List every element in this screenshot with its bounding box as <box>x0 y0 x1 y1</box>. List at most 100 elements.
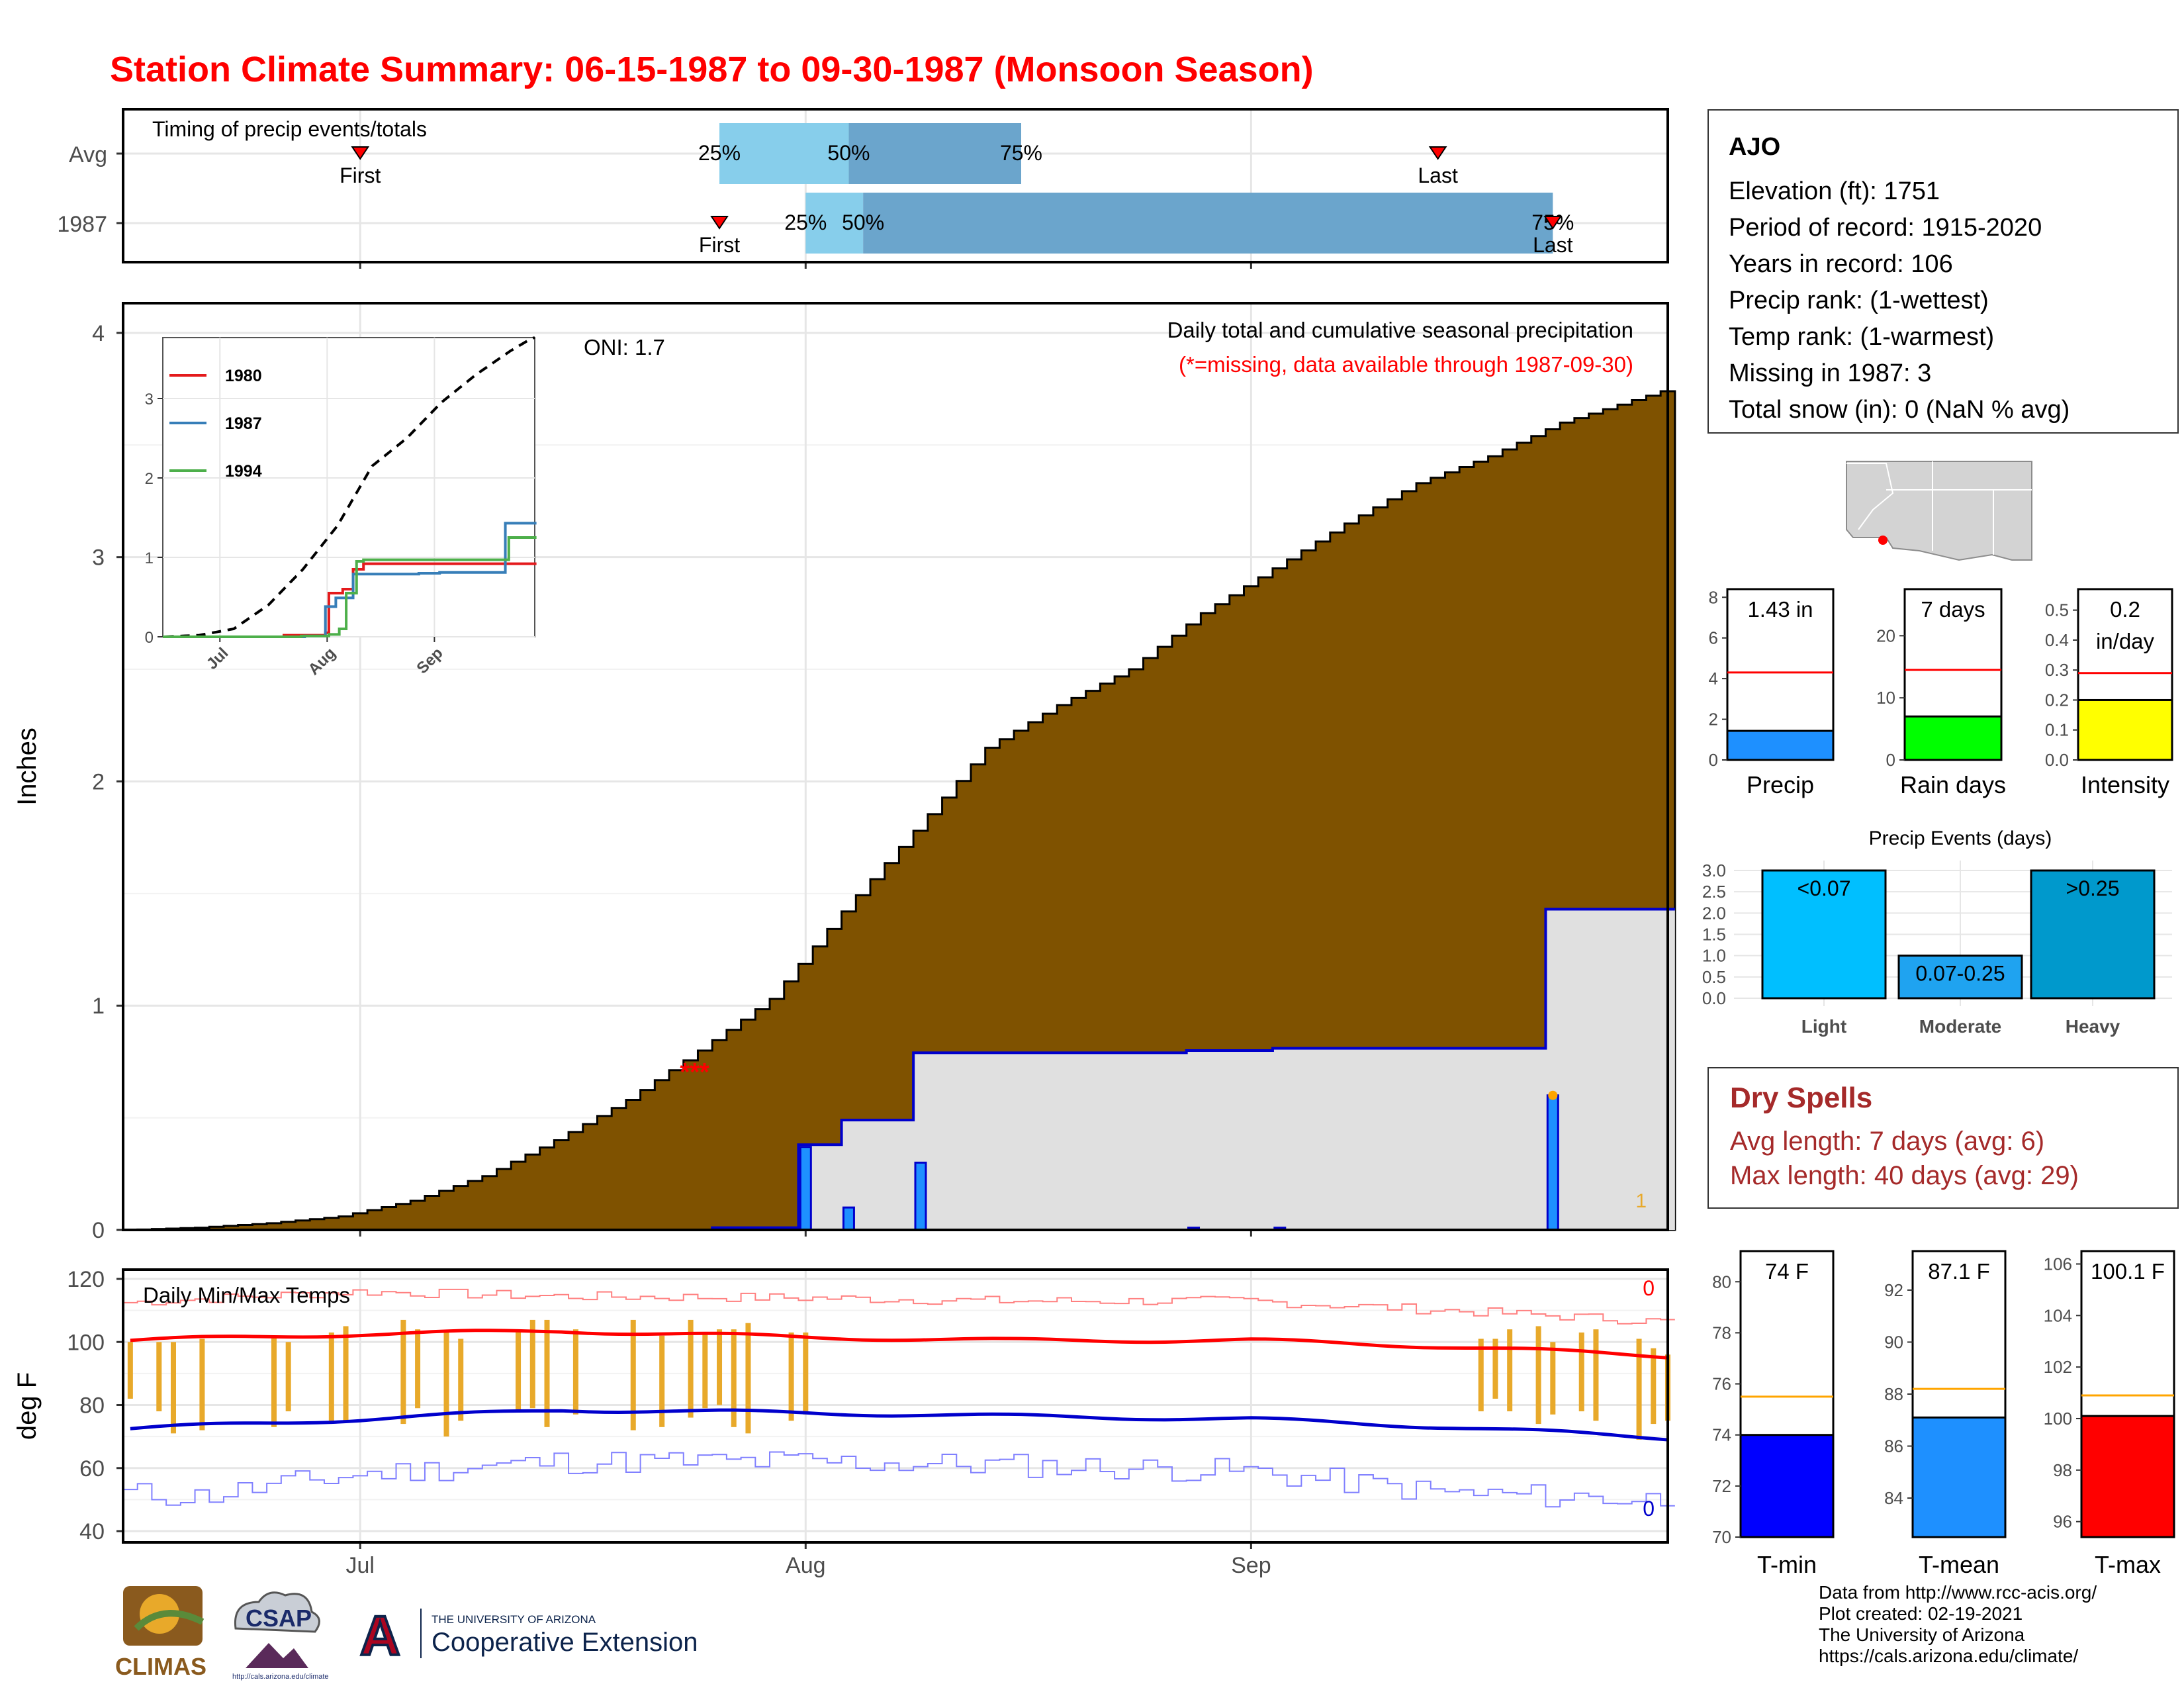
inset-y-tick-label: 1 <box>145 549 154 567</box>
csap-logo-text: CSAP <box>246 1605 312 1632</box>
temp-gauge-T-max: 96 98 100 102 104 106 100.1 F T-max <box>2044 1250 2175 1578</box>
timing-label-25: 25% <box>698 141 741 165</box>
station-missing: Missing in 1987: 3 <box>1729 359 1932 387</box>
gauge-tick-label: 0.0 <box>2045 750 2069 770</box>
daily-temp-range-bar <box>271 1335 277 1427</box>
precip-y-tick-label: 3 <box>92 545 105 571</box>
gauge-tick-label: 20 <box>1876 626 1895 645</box>
gauge-tick-label: 0.3 <box>2045 660 2069 680</box>
daily-temp-range-bar <box>717 1329 723 1405</box>
events-title: Precip Events (days) <box>1869 827 2052 849</box>
events-tick-label: 0.0 <box>1702 988 1726 1008</box>
timing-frame <box>122 108 1669 263</box>
daily-temp-range-bar <box>529 1319 535 1409</box>
gauge-label: T-min <box>1757 1551 1817 1578</box>
temp-y-tick-label: 40 <box>79 1519 105 1544</box>
gauge-tick-label: 78 <box>1712 1323 1731 1342</box>
gauge-value-bar <box>1726 729 1835 761</box>
dry-spells-box: Dry Spells Avg length: 7 days (avg: 6) M… <box>1707 1067 2179 1209</box>
gauge-value-bar <box>1911 1416 2007 1538</box>
gauge-value-bar <box>2080 1415 2175 1538</box>
events-bar <box>1761 869 1887 1000</box>
daily-precip-bar <box>799 1146 812 1231</box>
inset-legend-label: 1980 <box>225 367 262 385</box>
inset-y-tick-label: 2 <box>145 470 154 488</box>
gauge-label: Intensity <box>2081 771 2169 798</box>
credit-plot-date: Plot created: 02-19-2021 <box>1819 1603 2023 1624</box>
station-name: AJO <box>1729 133 1781 161</box>
gauge-label: Precip <box>1747 771 1814 798</box>
gauge-tick-label: 8 <box>1709 587 1718 607</box>
events-bar-label: 0.07-0.25 <box>1915 962 2005 986</box>
daily-temp-range-bar <box>731 1329 737 1427</box>
events-bar-label: <0.07 <box>1797 876 1851 900</box>
gauge-tick-label: 90 <box>1884 1332 1903 1352</box>
inset-legend-label: 1994 <box>225 462 262 481</box>
precip-events-chart: Precip Events (days) 0.00.51.01.52.02.5 3.… <box>1702 827 2172 1037</box>
gauge-value-text: 7 days <box>1921 597 1985 622</box>
events-category-label: Light <box>1801 1016 1846 1037</box>
daily-temp-range-bar <box>127 1342 133 1399</box>
temp-gauge-T-mean: 84 86 88 90 92 87.1 F T-mean <box>1884 1250 2007 1578</box>
intensity-gauge: 0.0 0.1 0.2 0.3 0.4 0.5 0.2 in/day Intensity <box>2045 588 2173 798</box>
events-tick-label: 2.5 <box>1702 882 1726 902</box>
events-tick-label: 0.5 <box>1702 967 1726 987</box>
station-temp-rank: Temp rank: (1-warmest) <box>1729 323 1995 351</box>
gauge-tick-label: 74 <box>1712 1425 1731 1445</box>
gauge-tick-label: 0.4 <box>2045 630 2069 650</box>
gauge-tick-label: 98 <box>2053 1460 2072 1480</box>
gauge-tick-label: 96 <box>2053 1512 2072 1532</box>
station-snow: Total snow (in): 0 (NaN % avg) <box>1729 396 2070 424</box>
timing-bar-25-50 <box>805 193 864 254</box>
daily-temp-range-bar <box>1492 1338 1498 1399</box>
daily-temp-range-bar <box>572 1329 578 1415</box>
climas-logo: CLIMAS <box>115 1586 206 1680</box>
gauge-tick-label: 100 <box>2044 1409 2072 1429</box>
record-max-line <box>123 1288 1675 1325</box>
timing-label-first: First <box>699 233 740 257</box>
station-years: Years in record: 106 <box>1729 250 1953 278</box>
gauge-tick-label: 106 <box>2044 1254 2072 1274</box>
gauge-tick-label: 0 <box>1709 750 1718 770</box>
events-tick-label: 3.0 <box>1702 861 1726 880</box>
gauge-tick-label: 0 <box>1886 750 1895 770</box>
gauge-tick-label: 104 <box>2044 1305 2072 1325</box>
daily-temp-range-bar <box>1578 1332 1584 1412</box>
temp-x-tick-label: Aug <box>786 1553 826 1578</box>
page-title: Station Climate Summary: 06-15-1987 to 0… <box>110 50 1314 89</box>
daily-temp-range-bar <box>285 1342 291 1412</box>
gauge-tick-label: 70 <box>1712 1527 1731 1547</box>
daily-temp-range-bar <box>328 1332 334 1421</box>
temp-frame <box>122 1268 1669 1544</box>
temp-y-axis-label: deg F <box>13 1372 42 1440</box>
dry-spells-title: Dry Spells <box>1730 1082 1873 1114</box>
daily-temp-range-bar <box>400 1319 406 1425</box>
gauge-label: T-mean <box>1919 1551 1999 1578</box>
events-bar <box>1897 955 2023 1000</box>
credits: Data from http://www.rcc-acis.org/ Plot … <box>1819 1582 2097 1667</box>
daily-precip-avg-marker <box>1548 1090 1558 1100</box>
daily-precip-bar <box>842 1206 855 1231</box>
dry-spells-avg: Avg length: 7 days (avg: 6) <box>1730 1127 2045 1156</box>
cumulative-1987-area <box>123 909 1675 1230</box>
precip-y-tick-label: 0 <box>92 1218 105 1243</box>
events-tick-label: 1.5 <box>1702 925 1726 945</box>
inset-avg-line <box>164 336 535 638</box>
precip-missing-note: (*=missing, data available through 1987-… <box>1179 352 1633 377</box>
daily-temp-range-bar <box>415 1329 421 1409</box>
temp-x-tick-label: Jul <box>346 1553 375 1578</box>
daily-temp-range-bar <box>199 1338 205 1430</box>
gauge-tick-label: 102 <box>2044 1357 2072 1377</box>
timing-label-25: 25% <box>784 211 827 234</box>
timing-label-last: Last <box>1418 164 1458 187</box>
timing-marker-first <box>710 216 729 230</box>
timing-marker-first <box>351 146 370 160</box>
credit-university: The University of Arizona <box>1819 1624 2025 1645</box>
daily-temp-range-bar <box>1651 1348 1657 1425</box>
missing-data-marks: *** <box>680 1058 709 1086</box>
timing-label-first: First <box>340 164 381 187</box>
daily-temp-range-bar <box>1550 1342 1556 1415</box>
timing-label-50: 50% <box>827 141 870 165</box>
temp-y-tick-label: 60 <box>79 1456 105 1481</box>
